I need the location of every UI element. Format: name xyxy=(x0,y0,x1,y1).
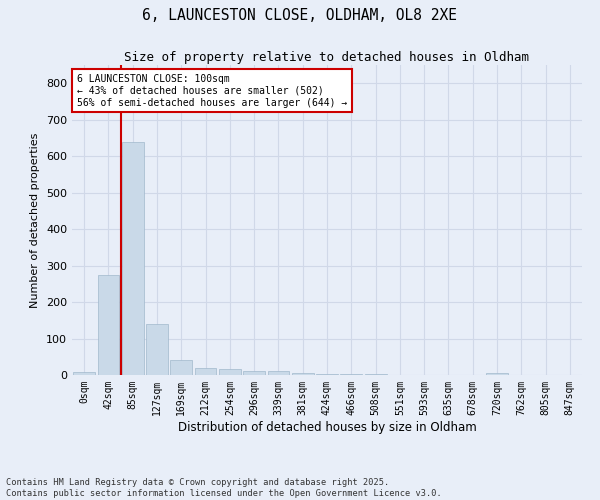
Bar xyxy=(122,142,143,375)
Bar xyxy=(292,373,314,375)
Text: 6, LAUNCESTON CLOSE, OLDHAM, OL8 2XE: 6, LAUNCESTON CLOSE, OLDHAM, OL8 2XE xyxy=(143,8,458,22)
Title: Size of property relative to detached houses in Oldham: Size of property relative to detached ho… xyxy=(125,51,530,64)
Bar xyxy=(219,369,241,375)
Text: Contains HM Land Registry data © Crown copyright and database right 2025.
Contai: Contains HM Land Registry data © Crown c… xyxy=(6,478,442,498)
Text: 6 LAUNCESTON CLOSE: 100sqm
← 43% of detached houses are smaller (502)
56% of sem: 6 LAUNCESTON CLOSE: 100sqm ← 43% of deta… xyxy=(77,74,347,108)
Bar xyxy=(316,374,338,375)
Y-axis label: Number of detached properties: Number of detached properties xyxy=(31,132,40,308)
Bar xyxy=(340,374,362,375)
Bar xyxy=(170,360,192,375)
Bar xyxy=(486,373,508,375)
X-axis label: Distribution of detached houses by size in Oldham: Distribution of detached houses by size … xyxy=(178,420,476,434)
Bar xyxy=(194,368,217,375)
Bar xyxy=(73,372,95,375)
Bar xyxy=(97,274,119,375)
Bar xyxy=(146,324,168,375)
Bar xyxy=(243,370,265,375)
Bar xyxy=(365,374,386,375)
Bar xyxy=(268,372,289,375)
